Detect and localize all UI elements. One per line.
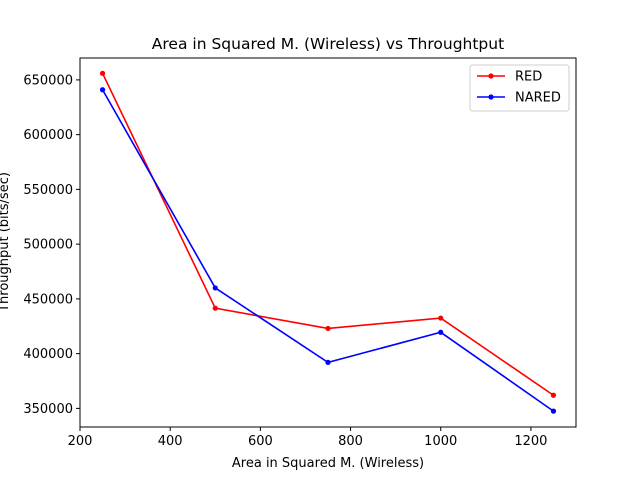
x-axis: 200 400 600 800 1000 1200 bbox=[68, 427, 547, 449]
y-tick-label: 650000 bbox=[23, 73, 73, 88]
x-tick-label: 200 bbox=[68, 434, 93, 449]
y-axis-label: Throughput (bits/sec) bbox=[0, 172, 12, 313]
y-tick-label: 350000 bbox=[23, 402, 73, 417]
data-point-nared bbox=[99, 87, 106, 93]
y-tick-label: 400000 bbox=[23, 347, 73, 362]
y-axis: 350000 400000 450000 500000 550000 600000 6500… bbox=[23, 73, 80, 417]
legend-marker-red bbox=[488, 73, 494, 79]
data-point-red bbox=[212, 305, 218, 311]
legend: RED NARED bbox=[469, 64, 570, 112]
legend-label-nared: NARED bbox=[515, 91, 561, 106]
y-tick-label: 500000 bbox=[23, 238, 73, 253]
plot-area bbox=[79, 57, 577, 428]
data-point-red bbox=[325, 325, 331, 332]
y-tick-label: 450000 bbox=[23, 292, 73, 307]
data-point-nared bbox=[212, 285, 218, 291]
x-axis-label: Area in Squared M. (Wireless) bbox=[232, 456, 424, 471]
data-point-nared bbox=[550, 408, 557, 414]
x-tick-label: 600 bbox=[248, 434, 273, 449]
data-point-nared bbox=[438, 329, 444, 335]
legend-label-red: RED bbox=[515, 70, 542, 85]
y-tick-label: 600000 bbox=[23, 128, 73, 143]
legend-marker-nared bbox=[488, 94, 494, 100]
data-point-red bbox=[550, 392, 557, 398]
data-point-red bbox=[99, 70, 106, 76]
x-tick-label: 1000 bbox=[424, 434, 457, 449]
x-tick-label: 400 bbox=[158, 434, 183, 449]
chart-title: Area in Squared M. (Wireless) vs Through… bbox=[152, 35, 504, 53]
y-tick-label: 550000 bbox=[23, 183, 73, 198]
x-tick-label: 800 bbox=[338, 434, 363, 449]
data-point-red bbox=[438, 315, 444, 321]
data-point-nared bbox=[325, 359, 331, 365]
x-tick-label: 1200 bbox=[514, 434, 547, 449]
series-line-red bbox=[101, 72, 554, 396]
series-layer bbox=[99, 70, 557, 414]
